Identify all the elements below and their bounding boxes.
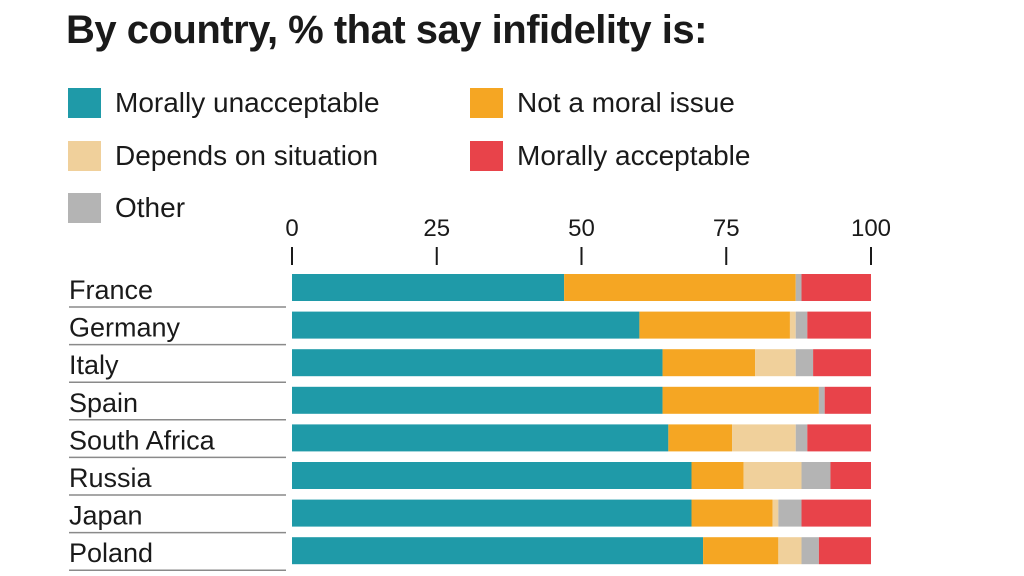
bar-japan-morally-unacceptable (292, 499, 692, 527)
legend-label-not-a-moral-issue: Not a moral issue (517, 87, 735, 118)
bar-france-morally-unacceptable (292, 274, 565, 301)
bar-japan-morally-acceptable (801, 499, 871, 527)
legend-item-depends-on-situation: Depends on situation (68, 139, 378, 173)
category-label-south-africa: South Africa (69, 425, 216, 455)
x-tick-label-0: 0 (285, 215, 298, 242)
bar-south-africa-not-a-moral-issue (668, 424, 733, 452)
bar-germany-morally-acceptable (807, 311, 871, 339)
category-label-japan: Japan (69, 501, 143, 531)
x-tick-label-50: 50 (568, 215, 595, 242)
bar-poland-other (801, 537, 819, 565)
category-label-germany: Germany (69, 313, 181, 343)
category-label-france: France (69, 275, 153, 305)
x-tick-label-100: 100 (851, 215, 891, 242)
legend-item-other: Other (68, 191, 185, 225)
bar-spain-not-a-moral-issue (662, 386, 819, 414)
bar-germany-not-a-moral-issue (639, 311, 790, 339)
chart-title: By country, % that say infidelity is: (66, 8, 707, 52)
bar-russia-morally-acceptable (830, 462, 871, 489)
bar-france-other (795, 274, 802, 301)
bar-italy-not-a-moral-issue (662, 349, 756, 377)
bar-germany-other (795, 311, 808, 339)
bar-south-africa-morally-acceptable (807, 424, 871, 452)
legend-item-morally-acceptable: Morally acceptable (470, 139, 750, 173)
category-label-italy: Italy (69, 350, 119, 380)
bar-japan-depends-on-situation (772, 499, 779, 527)
bar-russia-morally-unacceptable (292, 462, 692, 489)
bar-italy-morally-acceptable (813, 349, 871, 377)
bar-japan-other (778, 499, 802, 527)
bar-germany-morally-unacceptable (292, 311, 640, 339)
bar-poland-morally-unacceptable (292, 537, 704, 565)
legend-label-depends-on-situation: Depends on situation (115, 140, 379, 171)
bar-italy-other (795, 349, 814, 377)
bar-spain-morally-acceptable (824, 386, 871, 414)
category-label-spain: Spain (69, 388, 138, 418)
bar-italy-morally-unacceptable (292, 349, 663, 377)
bar-germany-depends-on-situation (789, 311, 796, 339)
bar-poland-depends-on-situation (778, 537, 802, 565)
category-label-poland: Poland (69, 538, 153, 568)
bar-south-africa-morally-unacceptable (292, 424, 669, 452)
bar-japan-not-a-moral-issue (691, 499, 773, 527)
legend-swatch-depends-on-situation (68, 141, 101, 171)
bar-poland-morally-acceptable (818, 537, 871, 565)
legend-item-morally-unacceptable: Morally unacceptable (68, 86, 380, 120)
legend-label-morally-acceptable: Morally acceptable (517, 140, 751, 171)
bar-italy-depends-on-situation (755, 349, 796, 377)
legend-item-not-a-moral-issue: Not a moral issue (470, 86, 735, 120)
legend-swatch-other (68, 193, 101, 223)
bar-france-not-a-moral-issue (564, 274, 796, 301)
bar-spain-morally-unacceptable (292, 386, 663, 414)
bar-france-morally-acceptable (801, 274, 871, 301)
bar-russia-other (801, 462, 831, 489)
bar-spain-other (818, 386, 825, 414)
legend-label-morally-unacceptable: Morally unacceptable (115, 87, 380, 118)
legend-label-other: Other (115, 192, 186, 223)
bar-poland-not-a-moral-issue (703, 537, 779, 565)
category-label-russia: Russia (69, 463, 153, 493)
legend-swatch-morally-unacceptable (68, 88, 101, 118)
bar-russia-depends-on-situation (743, 462, 802, 489)
x-tick-label-25: 25 (423, 215, 450, 242)
bar-russia-not-a-moral-issue (691, 462, 744, 489)
bar-south-africa-other (795, 424, 808, 452)
legend-swatch-not-a-moral-issue (470, 88, 503, 118)
x-tick-label-75: 75 (713, 215, 740, 242)
legend-swatch-morally-acceptable (470, 141, 503, 171)
bar-south-africa-depends-on-situation (732, 424, 796, 452)
